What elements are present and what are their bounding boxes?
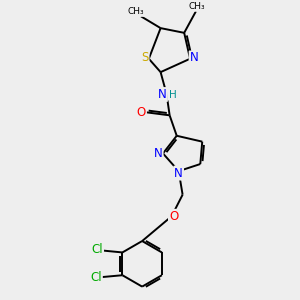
Text: Cl: Cl (90, 272, 102, 284)
Text: N: N (174, 167, 183, 180)
Text: CH₃: CH₃ (189, 2, 206, 11)
Text: O: O (169, 210, 178, 223)
Text: N: N (154, 147, 163, 160)
Text: N: N (190, 52, 198, 64)
Text: N: N (158, 88, 167, 101)
Text: S: S (141, 52, 148, 64)
Text: O: O (137, 106, 146, 119)
Text: H: H (169, 89, 176, 100)
Text: Cl: Cl (92, 243, 103, 256)
Text: CH₃: CH₃ (128, 7, 145, 16)
